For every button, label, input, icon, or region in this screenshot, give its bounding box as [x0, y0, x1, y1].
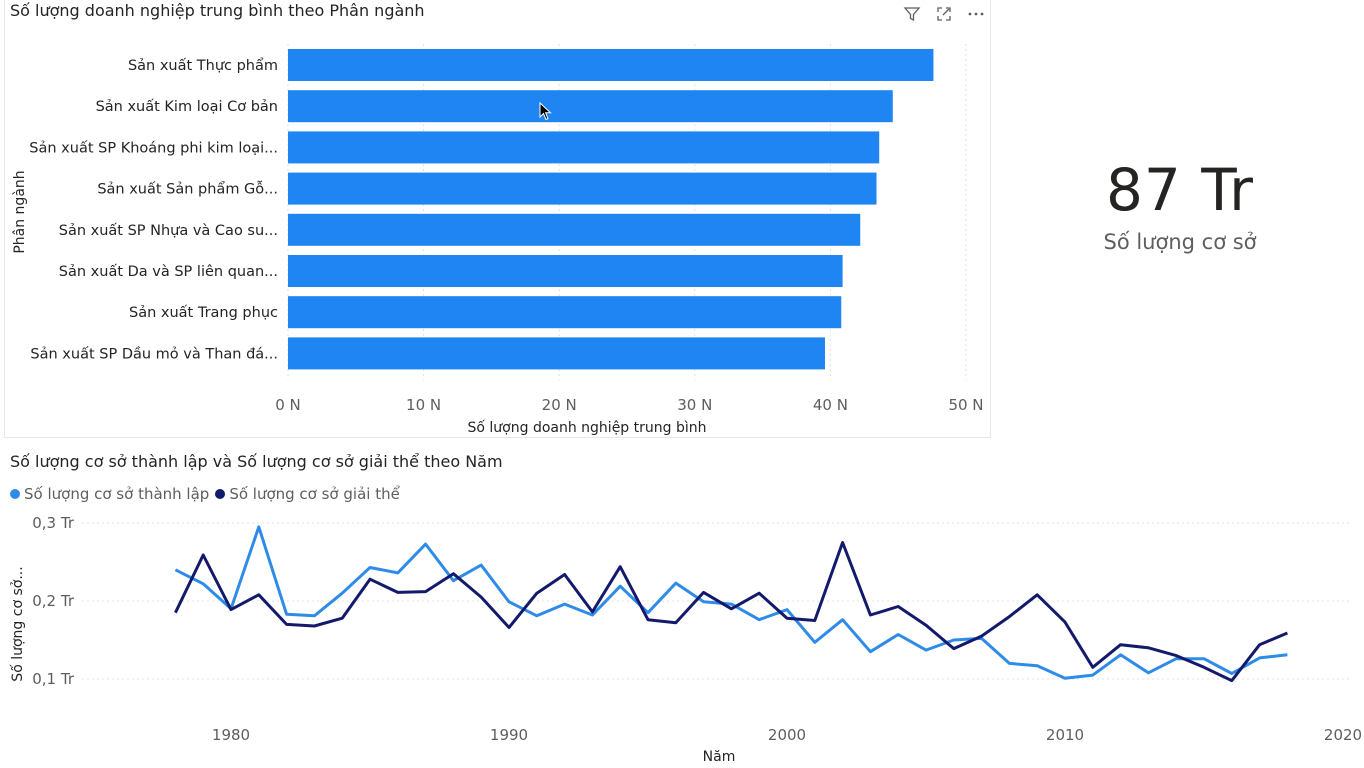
bar[interactable] — [288, 131, 880, 164]
line-x-axis-title: Năm — [703, 749, 736, 765]
more-options-icon[interactable] — [966, 4, 986, 24]
bar-chart-title: Số lượng doanh nghiệp trung bình theo Ph… — [10, 1, 425, 20]
bar-x-tick-label: 20 N — [542, 396, 577, 414]
line-y-tick-label: 0,2 Tr — [32, 592, 75, 610]
line-x-tick-label: 1990 — [490, 726, 528, 744]
bar-chart: 0 N 10 N 20 N 30 N 40 N 50 N Sản xuất Thực phẩ… — [12, 44, 984, 436]
mouse-cursor-icon — [539, 101, 553, 126]
bar-category-label: Sản xuất Trang phục — [129, 305, 278, 321]
bar-x-tick-label: 50 N — [948, 396, 983, 414]
line-series-2[interactable] — [174, 541, 1288, 683]
line-series-1[interactable] — [174, 525, 1288, 680]
bar-x-axis-title: Số lượng doanh nghiệp trung bình — [468, 419, 707, 436]
legend-item-established[interactable]: Số lượng cơ sở thành lập — [10, 485, 209, 503]
line-y-tick-label: 0,3 Tr — [32, 514, 75, 532]
bar-category-label: Sản xuất SP Dầu mỏ và Than đá... — [30, 346, 278, 362]
bar-category-label: Sản xuất Sản phẩm Gỗ... — [97, 181, 278, 198]
legend-item-dissolved[interactable]: Số lượng cơ sở giải thể — [215, 485, 400, 503]
bar-category-label: Sản xuất Kim loại Cơ bản — [96, 99, 278, 115]
filter-icon[interactable] — [902, 4, 922, 24]
bar[interactable] — [288, 172, 877, 205]
line-chart: 0,1 Tr 0,2 Tr 0,3 Tr 1980 1990 2000 2010 2020 Nă… — [9, 514, 1362, 765]
bar-x-tick-label: 10 N — [406, 396, 441, 414]
legend-dot-established — [10, 489, 20, 499]
bar-x-tick-label: 0 N — [275, 396, 301, 414]
line-x-tick-label: 2000 — [768, 726, 806, 744]
bar-category-label: Sản xuất SP Nhựa và Cao su... — [59, 223, 278, 239]
legend-label-dissolved: Số lượng cơ sở giải thể — [229, 485, 400, 503]
line-x-tick-label: 2010 — [1046, 726, 1084, 744]
bar[interactable] — [288, 213, 861, 246]
bar[interactable] — [288, 296, 842, 329]
bar[interactable] — [288, 255, 843, 287]
bar-y-axis-title: Phân ngành — [12, 170, 28, 253]
kpi-value: 87 Tr — [1106, 156, 1254, 224]
legend-dot-dissolved — [215, 489, 226, 499]
bar[interactable] — [288, 90, 893, 123]
bar-x-tick-label: 40 N — [813, 396, 848, 414]
kpi-card[interactable]: 87 Tr Số lượng cơ sở — [1000, 150, 1360, 254]
line-y-axis-title: Số lượng cơ sở... — [9, 566, 26, 681]
bar[interactable] — [288, 337, 825, 370]
line-x-tick-label: 1980 — [212, 726, 250, 744]
kpi-label: Số lượng cơ sở — [1103, 230, 1257, 254]
bar[interactable] — [288, 49, 934, 81]
visual-header-toolbar — [902, 4, 986, 24]
bar-category-label: Sản xuất SP Khoáng phi kim loại... — [29, 140, 278, 156]
bar-category-label: Sản xuất Da và SP liên quan... — [59, 264, 278, 280]
line-y-tick-label: 0,1 Tr — [32, 670, 75, 688]
bar-x-tick-label: 30 N — [677, 396, 712, 414]
bar-category-label: Sản xuất Thực phẩm — [128, 57, 278, 74]
line-chart-legend: Số lượng cơ sở thành lập Số lượng cơ sở … — [10, 485, 400, 503]
line-x-tick-label: 2020 — [1324, 726, 1362, 744]
legend-label-established: Số lượng cơ sở thành lập — [24, 485, 210, 503]
focus-mode-icon[interactable] — [934, 4, 954, 24]
line-chart-title: Số lượng cơ sở thành lập và Số lượng cơ … — [10, 452, 503, 471]
